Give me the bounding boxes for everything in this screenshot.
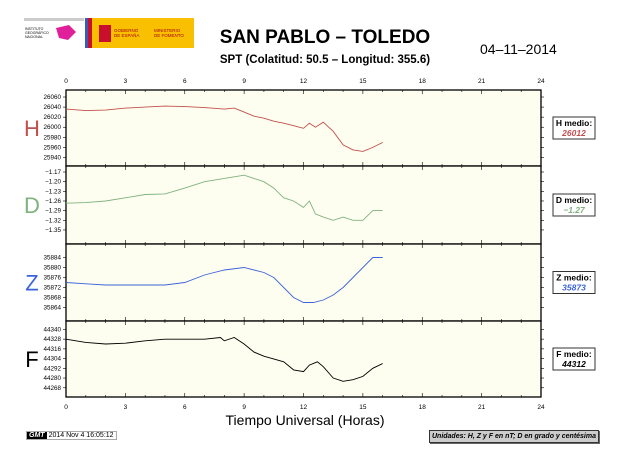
x-axis-label: Tiempo Universal (Horas) (225, 412, 385, 428)
x-tick-label: 12 (300, 404, 308, 411)
component-label-F: F (25, 347, 38, 372)
mean-box-Z (552, 271, 596, 294)
timestamp: 2014 Nov 4 16:05:12 (48, 432, 114, 439)
mean-box-D (552, 193, 596, 217)
y-tick-label: 35880 (43, 265, 61, 272)
svg-text:MINISTERIO: MINISTERIO (154, 28, 181, 33)
x-tick-label: 18 (419, 78, 427, 85)
y-tick-label: 35876 (43, 275, 61, 282)
y-tick-label: 44304 (43, 356, 61, 363)
component-label-Z: Z (25, 271, 38, 296)
y-tick-label: 44340 (43, 326, 61, 333)
mean-label: H medio: (556, 118, 593, 128)
y-tick-label: −1.17 (45, 169, 61, 176)
y-tick-label: −1.20 (45, 179, 61, 186)
y-tick-label: 26000 (43, 124, 61, 131)
mean-value: −1.27 (563, 205, 586, 215)
panel-D (65, 165, 542, 245)
y-tick-label: 44280 (43, 375, 61, 382)
x-tick-label: 0 (64, 404, 68, 411)
station-coordinates: SPT (Colatitud: 50.5 – Longitud: 355.6) (219, 54, 431, 66)
x-tick-label: 12 (300, 78, 308, 85)
y-tick-label: 26020 (43, 114, 61, 121)
gmt-badge: GMT (27, 432, 47, 439)
y-tick-label: 44268 (43, 385, 61, 392)
x-tick-label: 9 (242, 404, 246, 411)
x-tick-label: 15 (359, 404, 367, 411)
mean-label: F medio: (556, 349, 592, 359)
date-label: 04–11–2014 (480, 41, 557, 57)
y-tick-label: 44316 (43, 346, 61, 353)
y-tick-label: 35884 (43, 255, 61, 262)
y-tick-label: −1.23 (45, 188, 61, 195)
y-tick-label: −1.26 (45, 198, 61, 205)
series-Z (65, 257, 383, 303)
y-tick-label: 35868 (43, 295, 61, 302)
mean-box-H (552, 116, 596, 140)
x-tick-label: 0 (64, 78, 68, 85)
y-tick-label: −1.35 (45, 227, 61, 234)
mean-value: 26012 (561, 128, 586, 138)
y-tick-label: 25940 (43, 154, 61, 161)
svg-text:GEOGRÁFICO: GEOGRÁFICO (25, 31, 49, 35)
mean-label: Z medio: (556, 273, 592, 283)
svg-text:DE FOMENTO: DE FOMENTO (154, 33, 184, 38)
x-tick-label: 3 (124, 78, 128, 85)
svg-text:GOBIERNO: GOBIERNO (114, 28, 139, 33)
mean-value: 35873 (562, 283, 586, 293)
y-tick-label: −1.29 (45, 208, 61, 215)
y-tick-label: 44292 (43, 365, 61, 372)
mean-value: 44312 (561, 359, 586, 369)
svg-text:DE ESPAÑA: DE ESPAÑA (114, 32, 139, 38)
component-label-H: H (24, 116, 40, 141)
x-tick-label: 21 (478, 404, 486, 411)
units-note: Unidades: H, Z y F en nT; D en grado y c… (429, 430, 599, 443)
svg-text:NACIONAL: NACIONAL (25, 35, 43, 39)
series-F (65, 337, 383, 382)
y-tick-label: 44328 (43, 336, 61, 343)
y-tick-label: 35872 (43, 285, 61, 292)
panel-Z (65, 243, 542, 322)
y-tick-label: 25980 (43, 134, 61, 141)
x-tick-label: 6 (183, 404, 187, 411)
x-tick-label: 21 (478, 78, 486, 85)
station-title: SAN PABLO – TOLEDO (219, 27, 431, 48)
y-tick-label: 26060 (43, 94, 61, 101)
y-tick-label: 26040 (43, 104, 61, 111)
series-H (65, 105, 383, 152)
x-tick-label: 18 (419, 404, 427, 411)
series-D (65, 174, 383, 221)
x-tick-label: 24 (537, 78, 545, 85)
x-tick-label: 15 (359, 78, 367, 85)
x-tick-label: 6 (183, 78, 187, 85)
x-tick-label: 9 (242, 78, 246, 85)
svg-text:INSTITUTO: INSTITUTO (25, 27, 44, 31)
y-tick-label: −1.32 (45, 217, 61, 224)
panel-F (65, 320, 542, 398)
x-tick-label: 3 (124, 404, 128, 411)
y-tick-label: 35864 (43, 305, 61, 312)
x-tick-label: 24 (537, 404, 545, 411)
component-label-D: D (24, 193, 40, 218)
mean-label: D medio: (556, 195, 593, 205)
gmt-timestamp: GMT 2014 Nov 4 16:05:12 (26, 431, 117, 440)
y-tick-label: 25960 (43, 144, 61, 151)
mean-box-F (552, 347, 596, 371)
